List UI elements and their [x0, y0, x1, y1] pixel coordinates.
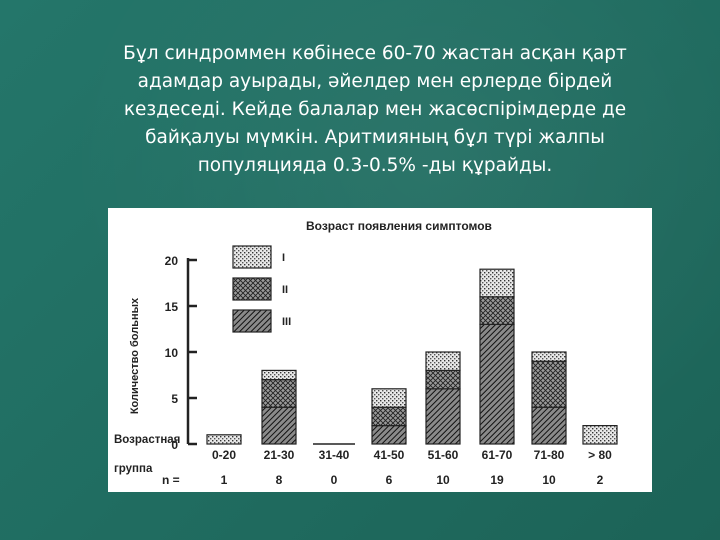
- legend-swatch: [232, 309, 272, 333]
- bar-segment-III-21-30: [261, 406, 297, 445]
- x-tick-label: 31-40: [319, 448, 350, 462]
- bar-segment-I-61-70: [479, 268, 515, 298]
- legend-label: II: [282, 284, 288, 296]
- bar-segment-III-71-80: [531, 406, 567, 445]
- n-label: n =: [162, 473, 180, 487]
- legend-swatch: [232, 245, 272, 269]
- y-tick-label: 10: [165, 346, 179, 360]
- n-value-label: 10: [542, 473, 556, 487]
- n-value-label: 6: [386, 473, 393, 487]
- legend-swatch: [232, 277, 272, 301]
- x-tick-label: 61-70: [482, 448, 513, 462]
- bar-segment-II-71-80: [531, 360, 567, 408]
- y-tick-label: 20: [165, 254, 179, 268]
- x-tick-label: 21-30: [264, 448, 295, 462]
- bar-segment-I-0-20: [206, 434, 242, 445]
- x-axis-label-line2: группа: [114, 463, 153, 475]
- chart-title: Возраст появления симптомов: [306, 219, 492, 233]
- bar-segment-I-> 80: [582, 425, 618, 445]
- bar-segment-I-41-50: [371, 388, 407, 408]
- legend-label: I: [282, 252, 285, 264]
- bar-segment-II-51-60: [425, 369, 461, 390]
- x-tick-label: 51-60: [428, 448, 459, 462]
- bar-segment-I-21-30: [261, 369, 297, 381]
- x-tick-label: 41-50: [374, 448, 405, 462]
- chart-panel: Возраст появления симптомов Количество б…: [108, 208, 652, 492]
- n-value-label: 1: [221, 473, 228, 487]
- x-axis-label-line1: Возрастная: [114, 434, 180, 446]
- bar-segment-II-21-30: [261, 379, 297, 408]
- y-tick-label: 5: [171, 392, 178, 406]
- bar-segment-III-61-70: [479, 323, 515, 445]
- y-tick-label: 15: [165, 300, 179, 314]
- legend-label: III: [282, 316, 291, 328]
- n-value-label: 10: [436, 473, 450, 487]
- x-tick-label: 0-20: [212, 448, 236, 462]
- slide-body-text: Бұл синдроммен көбінесе 60-70 жастан асқ…: [123, 43, 627, 176]
- bar-segment-II-41-50: [371, 406, 407, 427]
- bar-segment-I-71-80: [531, 351, 567, 362]
- bar-segment-I-51-60: [425, 351, 461, 371]
- n-value-label: 8: [276, 473, 283, 487]
- bar-segment-III-51-60: [425, 388, 461, 445]
- n-value-label: 2: [597, 473, 604, 487]
- bar-segment-II-61-70: [479, 296, 515, 326]
- n-value-label: 19: [490, 473, 504, 487]
- bar-chart: Возраст появления симптомов Количество б…: [114, 219, 618, 487]
- y-axis-label: Количество больных: [129, 297, 141, 414]
- bar-segment-III-41-50: [371, 425, 407, 445]
- x-tick-label: 71-80: [534, 448, 565, 462]
- y-tick-label: 0: [171, 438, 178, 452]
- n-value-label: 0: [331, 473, 338, 487]
- x-tick-label: > 80: [588, 448, 612, 462]
